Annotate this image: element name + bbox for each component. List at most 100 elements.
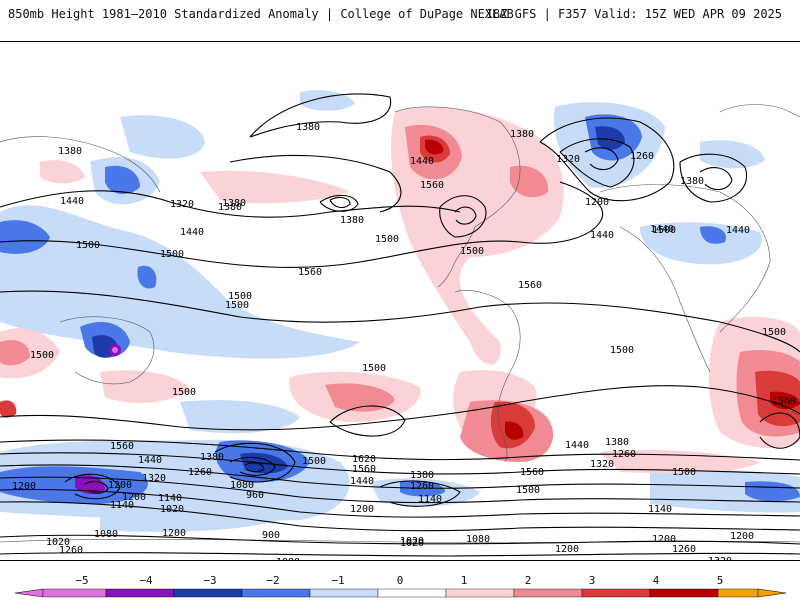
contour-label: 1560 — [520, 467, 544, 478]
colorbar-bin — [173, 588, 243, 598]
contour-label: 1200 — [122, 492, 146, 503]
contour-label: 1080 — [230, 480, 254, 491]
contour-label: 1500 — [160, 249, 184, 260]
contour-label: 1500 — [172, 387, 196, 398]
contour-label: 1380 — [218, 202, 242, 213]
contour-label: 1500 — [362, 363, 386, 374]
contour-label: 1500 — [375, 234, 399, 245]
contour-label: 900 — [262, 530, 280, 541]
contour-label: 1200 — [162, 528, 186, 539]
contour-label: 1380 — [605, 437, 629, 448]
contour-label: 1260 — [410, 481, 434, 492]
negative-anomaly-shading — [0, 90, 800, 532]
contour-label: 1380 — [222, 198, 246, 209]
contour-label: 1200 — [585, 197, 609, 208]
contour-label: 1440 — [726, 225, 750, 236]
contour-label: 1200 — [108, 480, 132, 491]
contour-label: 1380 — [296, 122, 320, 133]
contour-label: 1200 — [555, 544, 579, 555]
contour-label: 1560 — [772, 396, 796, 407]
colorbar-label: −5 — [75, 574, 89, 587]
contour-label: 1440 — [138, 455, 162, 466]
contour-label: 1200 — [652, 534, 676, 545]
contour-label: 1440 — [180, 227, 204, 238]
contour-label: 960 — [246, 490, 264, 501]
colorbar-label: 1 — [460, 574, 468, 587]
contour-label: 1500 — [610, 345, 634, 356]
contour-label: 1380 — [58, 146, 82, 157]
header: 850mb Height 1981–2010 Standardized Anom… — [0, 0, 800, 30]
contour-label: 1560 — [420, 180, 444, 191]
contour-label: 1440 — [650, 224, 674, 235]
colorbar-bin — [377, 588, 447, 598]
contour-label: 1500 — [460, 246, 484, 257]
colorbar-label: 5 — [716, 574, 724, 587]
contour-label: 1560 — [110, 441, 134, 452]
height-contours — [0, 93, 800, 557]
contour-label: 1020 — [160, 504, 184, 515]
map-title: 850mb Height 1981–2010 Standardized Anom… — [8, 7, 514, 21]
contour-label: 1140 — [648, 504, 672, 515]
contour-label: 1440 — [590, 230, 614, 241]
map-panel: 1380 1380 1380 1440 1500 1440 1320 1500 … — [0, 41, 800, 561]
contour-label: 1080 — [276, 557, 300, 560]
colorbar-bin — [105, 588, 175, 598]
colorbar: −5 −4 −3 −2 −1 0 1 2 3 4 5 — [0, 562, 800, 600]
contour-label-layer: 1380 1380 1380 1440 1500 1440 1320 1500 … — [12, 122, 796, 560]
model-run-info: 18Z GFS | F357 Valid: 15Z WED APR 09 202… — [485, 7, 782, 21]
contour-label: 1020 — [400, 536, 424, 547]
colorbar-label: −3 — [203, 574, 217, 587]
colorbar-bin — [241, 588, 311, 598]
colorbar-label: −2 — [266, 574, 280, 587]
contour-label: 1260 — [188, 467, 212, 478]
colorbar-label: −1 — [331, 574, 345, 587]
contour-label: 1020 — [46, 537, 70, 548]
contour-label: 1560 — [298, 267, 322, 278]
colorbar-graphic — [14, 588, 787, 598]
anomaly-map: 1380 1380 1380 1440 1500 1440 1320 1500 … — [0, 42, 800, 560]
colorbar-bin — [445, 588, 515, 598]
contour-label: 1500 — [652, 225, 676, 236]
contour-label: 1500 — [762, 327, 786, 338]
contour-label: 1500 — [228, 291, 252, 302]
colorbar-bin — [581, 588, 651, 598]
colorbar-label: 2 — [524, 574, 532, 587]
contour-label: 1440 — [60, 196, 84, 207]
contour-label: 1380 — [200, 452, 224, 463]
contour-label: 1200 — [12, 481, 36, 492]
colorbar-bin — [649, 588, 719, 598]
contour-label: 1440 — [410, 156, 434, 167]
contour-label: 1380 — [680, 176, 704, 187]
contour-label: 1380 — [410, 470, 434, 481]
colorbar-bin — [513, 588, 583, 598]
contour-label: 1320 — [556, 154, 580, 165]
colorbar-bin — [717, 588, 759, 598]
contour-label: 1200 — [350, 504, 374, 515]
colorbar-label: 0 — [396, 574, 404, 587]
contour-label: 1260 — [59, 545, 83, 556]
colorbar-max-arrow — [757, 588, 787, 598]
contour-label: 1500 — [30, 350, 54, 361]
contour-label: 1260 — [630, 151, 654, 162]
contour-label: 1320 — [590, 459, 614, 470]
contour-label: 1080 — [94, 529, 118, 540]
contour-label: 1200 — [730, 531, 754, 542]
contour-label: 1500 — [516, 485, 540, 496]
contour-label: 1380 — [510, 129, 534, 140]
contour-label: 1140 — [418, 494, 442, 505]
contour-label: 1320 — [142, 473, 166, 484]
contour-label: 1500 — [672, 467, 696, 478]
colorbar-bin — [42, 588, 107, 598]
contour-label: 1500 — [302, 456, 326, 467]
colorbar-label: −4 — [139, 574, 153, 587]
contour-label: 1440 — [565, 440, 589, 451]
contour-label: 1260 — [612, 449, 636, 460]
contour-label: 1140 — [110, 500, 134, 511]
contour-label: 1140 — [158, 493, 182, 504]
colorbar-bin — [309, 588, 379, 598]
contour-label: 1440 — [350, 476, 374, 487]
contour-label: 1500 — [76, 240, 100, 251]
contour-label: 1560 — [518, 280, 542, 291]
contour-label: 1560 — [352, 464, 376, 475]
contour-label: 1320 — [708, 556, 732, 560]
